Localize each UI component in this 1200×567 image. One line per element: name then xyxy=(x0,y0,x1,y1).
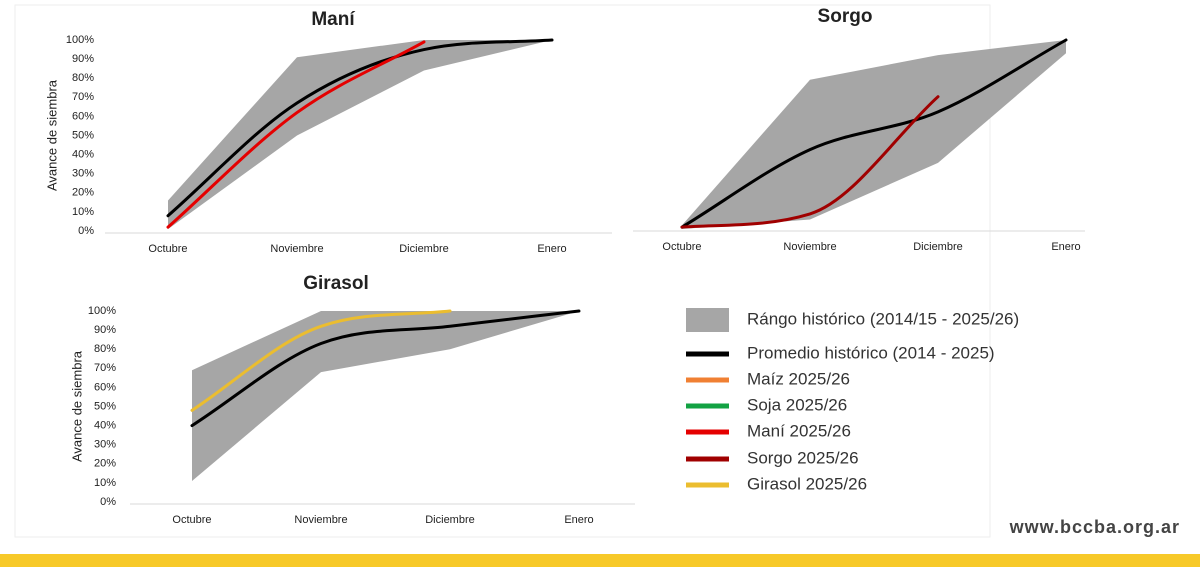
series-line xyxy=(680,95,940,229)
legend-label: Soja 2025/26 xyxy=(747,395,847,414)
footer-url: www.bccba.org.ar xyxy=(1009,517,1180,537)
y-tick-label: 40% xyxy=(94,420,116,432)
chart-title: Maní xyxy=(311,9,355,30)
x-tick-label: Octubre xyxy=(662,241,701,253)
legend-swatch xyxy=(686,308,729,332)
x-tick-label: Enero xyxy=(537,243,566,255)
y-tick-label: 40% xyxy=(72,149,94,161)
y-tick-label: 0% xyxy=(100,496,116,508)
y-tick-label: 100% xyxy=(66,34,94,46)
series-line xyxy=(190,309,581,428)
range-band xyxy=(682,40,1066,229)
x-tick-label: Noviembre xyxy=(783,241,836,253)
legend-label: Rángo histórico (2014/15 - 2025/26) xyxy=(747,309,1019,328)
x-tick-label: Noviembre xyxy=(270,243,323,255)
y-axis-label: Avance de siembra xyxy=(44,79,59,191)
y-tick-label: 30% xyxy=(72,168,94,180)
chart-title: Girasol xyxy=(303,273,368,294)
x-tick-label: Diciembre xyxy=(913,241,963,253)
frame xyxy=(14,4,991,538)
y-tick-label: 60% xyxy=(72,110,94,122)
y-tick-label: 50% xyxy=(94,400,116,412)
y-tick-label: 90% xyxy=(72,53,94,65)
x-tick-label: Noviembre xyxy=(294,514,347,526)
y-tick-label: 70% xyxy=(94,362,116,374)
chart-title: Sorgo xyxy=(818,6,873,27)
x-tick-label: Enero xyxy=(1051,241,1080,253)
x-tick-label: Octubre xyxy=(172,514,211,526)
series-line xyxy=(680,38,1068,229)
x-tick-label: Diciembre xyxy=(399,243,449,255)
y-tick-label: 100% xyxy=(88,305,116,317)
y-tick-label: 20% xyxy=(72,187,94,199)
y-tick-label: 20% xyxy=(94,458,116,470)
y-tick-label: 70% xyxy=(72,91,94,103)
y-tick-label: 80% xyxy=(94,343,116,355)
legend-label: Girasol 2025/26 xyxy=(747,474,867,493)
legend-label: Promedio histórico (2014 - 2025) xyxy=(747,343,995,362)
range-band xyxy=(168,40,552,230)
y-tick-label: 80% xyxy=(72,72,94,84)
y-tick-label: 50% xyxy=(72,129,94,141)
y-tick-label: 10% xyxy=(94,477,116,489)
y-tick-label: 10% xyxy=(72,206,94,218)
legend-label: Maíz 2025/26 xyxy=(747,369,850,388)
x-tick-label: Diciembre xyxy=(425,514,475,526)
y-tick-label: 90% xyxy=(94,324,116,336)
series-line xyxy=(166,40,426,229)
series-line xyxy=(190,309,452,412)
x-tick-label: Enero xyxy=(564,514,593,526)
legend-label: Sorgo 2025/26 xyxy=(747,448,859,467)
footer-bar xyxy=(0,554,1200,567)
y-tick-label: 30% xyxy=(94,439,116,451)
y-axis-label: Avance de siembra xyxy=(69,350,84,462)
series-line xyxy=(166,38,554,218)
legend-label: Maní 2025/26 xyxy=(747,421,851,440)
y-tick-label: 60% xyxy=(94,381,116,393)
range-band xyxy=(192,311,579,481)
x-tick-label: Octubre xyxy=(148,243,187,255)
y-tick-label: 0% xyxy=(78,225,94,237)
